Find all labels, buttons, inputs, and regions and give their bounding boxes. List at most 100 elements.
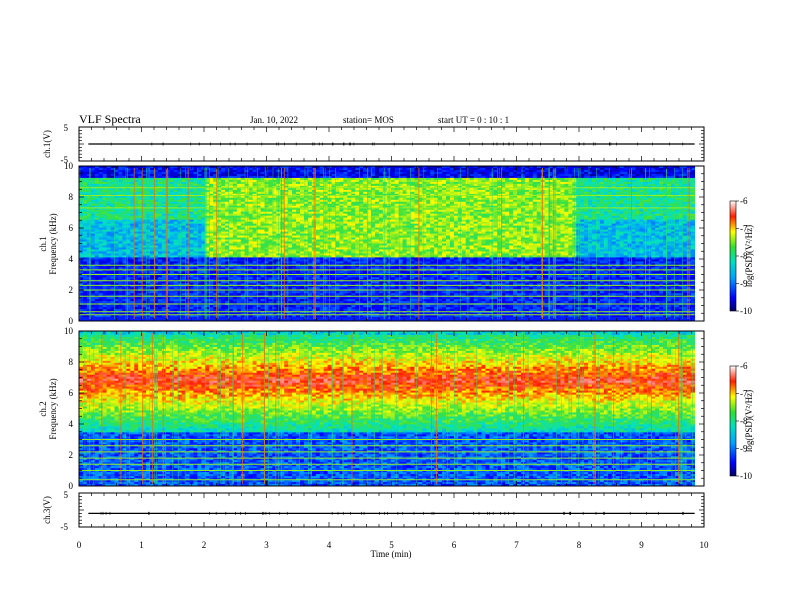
p2-heat-cell bbox=[110, 287, 115, 290]
p2-heat-cell bbox=[90, 167, 96, 171]
p2-heat-cell bbox=[153, 221, 159, 225]
p2-heat-cell bbox=[264, 169, 269, 173]
p2-heat-cell bbox=[134, 307, 139, 310]
p2-heat-cell bbox=[272, 189, 277, 193]
p2-heat-cell bbox=[118, 166, 123, 169]
p2-heat-cell bbox=[213, 227, 218, 230]
p2-heat-cell bbox=[236, 211, 242, 215]
p2-heat-cell bbox=[272, 293, 277, 296]
p2-heat-cell bbox=[252, 167, 257, 171]
p2-heat-cell bbox=[240, 205, 246, 209]
p2-heat-cell bbox=[114, 169, 119, 173]
p2-heat-cell bbox=[157, 255, 163, 258]
p2-heat-cell bbox=[150, 253, 155, 256]
p2-heat-cell bbox=[272, 313, 277, 316]
p2-heat-cell bbox=[244, 215, 250, 219]
p2-heat-cell bbox=[114, 185, 119, 189]
p2-heat-cell bbox=[197, 293, 202, 296]
p2-heat-cell bbox=[181, 179, 186, 183]
p2-heat-cell bbox=[272, 203, 277, 207]
p2-heat-cell bbox=[228, 271, 234, 274]
p2-heat-cell bbox=[225, 227, 230, 230]
p2-heat-cell bbox=[248, 173, 254, 177]
p2-heat-cell bbox=[197, 307, 202, 310]
p2-heat-cell bbox=[252, 211, 257, 215]
p2-heat-cell bbox=[106, 245, 111, 248]
p2-heat-cell bbox=[110, 299, 115, 302]
p2-heat-cell bbox=[268, 219, 273, 223]
p2-heat-cell bbox=[205, 225, 210, 229]
p2-heat-cell bbox=[217, 203, 222, 207]
p2-heat-cell bbox=[106, 181, 111, 185]
p2-heat-cell bbox=[86, 221, 92, 225]
p2-heat-cell bbox=[153, 255, 159, 258]
p2-heat-cell bbox=[138, 229, 143, 232]
p2-heat-cell bbox=[138, 257, 143, 260]
p2-heat-cell bbox=[94, 259, 100, 262]
p2-heat-cell bbox=[252, 215, 257, 219]
p2-heat-cell bbox=[153, 281, 159, 284]
p2-heat-cell bbox=[169, 221, 175, 225]
p2-heat-cell bbox=[221, 297, 226, 300]
p2-heat-cell bbox=[173, 185, 179, 189]
p2-heat-cell bbox=[209, 311, 214, 314]
p2-heat-cell bbox=[134, 203, 139, 207]
p2-heat-cell bbox=[79, 213, 84, 217]
p2-heat-cell bbox=[134, 253, 139, 256]
p2-heat-cell bbox=[169, 275, 175, 278]
p2-heat-cell bbox=[90, 173, 96, 177]
p2-heat-cell bbox=[244, 219, 250, 223]
p2-heat-cell bbox=[161, 319, 167, 322]
p2-heat-cell bbox=[221, 287, 226, 290]
p2-heat-cell bbox=[193, 179, 198, 183]
p2-heat-cell bbox=[122, 205, 127, 209]
p2-heat-cell bbox=[90, 169, 96, 173]
p2-heat-cell bbox=[161, 241, 167, 244]
p2-heat-cell bbox=[248, 239, 254, 242]
p2-heat-cell bbox=[260, 235, 265, 238]
p2-heat-cell bbox=[232, 225, 238, 229]
p2-heat-cell bbox=[213, 177, 218, 181]
p2-heat-cell bbox=[102, 307, 108, 310]
p2-heat-cell bbox=[114, 173, 119, 177]
p2-heat-cell bbox=[272, 259, 277, 262]
p2-heat-cell bbox=[118, 297, 123, 300]
p2-heat-cell bbox=[106, 299, 111, 302]
p2-heat-cell bbox=[209, 255, 214, 258]
p2-heat-cell bbox=[193, 227, 198, 230]
p2-heat-cell bbox=[106, 183, 111, 187]
p2-heat-cell bbox=[201, 183, 206, 187]
p2-heat-cell bbox=[268, 309, 273, 312]
p2-heat-cell bbox=[114, 293, 119, 296]
p2-heat-cell bbox=[193, 177, 198, 181]
p2-heat-cell bbox=[153, 175, 159, 179]
p2-heat-cell bbox=[161, 225, 167, 229]
p2-heat-cell bbox=[209, 213, 214, 217]
p2-heat-cell bbox=[82, 287, 88, 290]
p2-heat-cell bbox=[193, 235, 198, 238]
p2-heat-cell bbox=[252, 199, 257, 203]
p2-heat-cell bbox=[272, 317, 277, 320]
p2-heat-cell bbox=[110, 305, 115, 308]
p2-heat-cell bbox=[201, 291, 206, 294]
p2-heat-cell bbox=[142, 253, 147, 256]
p2-heat-cell bbox=[138, 261, 143, 264]
p2-heat-cell bbox=[232, 177, 238, 181]
p2-heat-cell bbox=[217, 213, 222, 217]
p2-heat-cell bbox=[213, 249, 218, 252]
p2-heat-cell bbox=[193, 307, 198, 310]
p2-heat-cell bbox=[110, 181, 115, 185]
p2-heat-cell bbox=[197, 269, 202, 272]
p2-heat-cell bbox=[272, 197, 277, 201]
p2-heat-cell bbox=[102, 197, 108, 201]
p2-heat-cell bbox=[228, 229, 234, 232]
p2-heat-cell bbox=[94, 281, 100, 284]
p2-heat-cell bbox=[102, 225, 108, 229]
p2-heat-cell bbox=[86, 185, 92, 189]
p2-heat-cell bbox=[98, 267, 104, 270]
p2-heat-cell bbox=[177, 253, 183, 256]
p2-heat-cell bbox=[173, 171, 179, 175]
p2-heat-cell bbox=[248, 235, 254, 238]
p2-heat-cell bbox=[228, 309, 234, 312]
p2-heat-cell bbox=[252, 305, 257, 308]
